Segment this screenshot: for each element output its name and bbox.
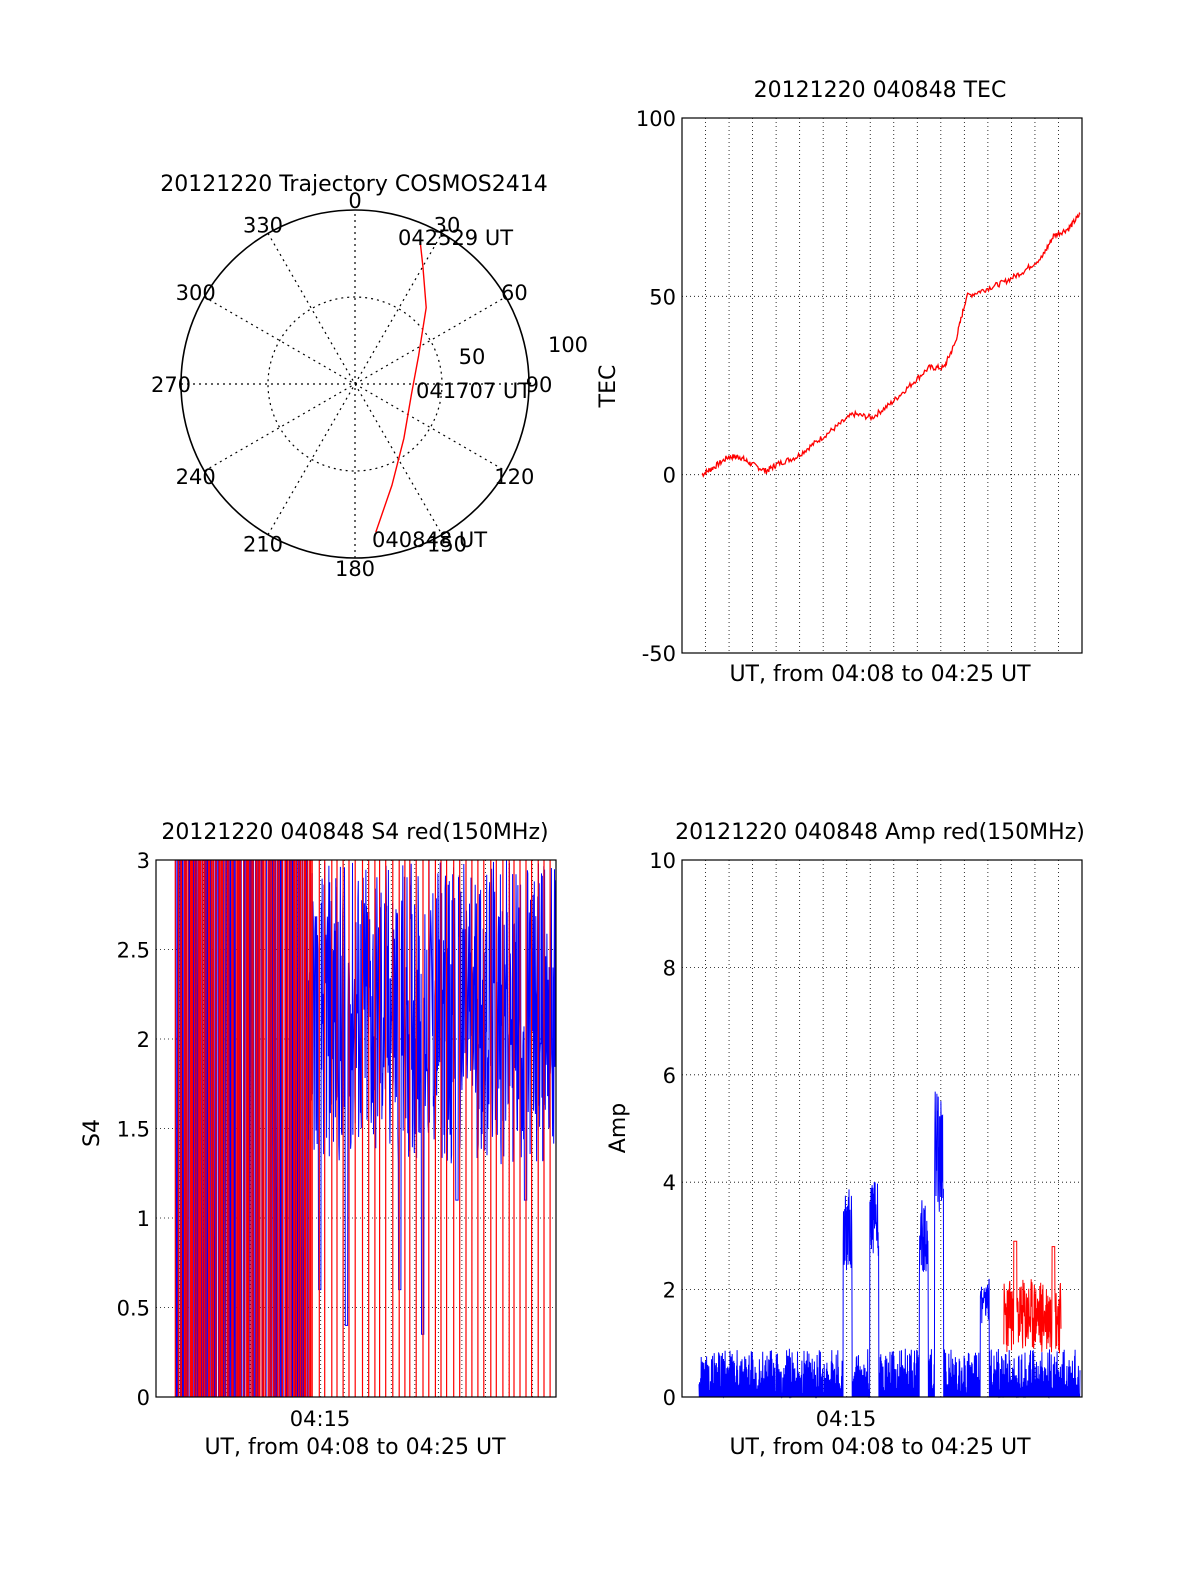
s4-xtick: 04:15 (290, 1407, 351, 1431)
y-tick-label: 4 (663, 1171, 676, 1195)
s4-title: 20121220 040848 S4 red(150MHz) (161, 820, 548, 845)
tec-ylabel: TEC (596, 365, 621, 409)
amp-title: 20121220 040848 Amp red(150MHz) (675, 820, 1085, 845)
polar-angle-label: 180 (335, 557, 375, 581)
y-tick-label: 2 (137, 1028, 150, 1052)
s4-y-ticks: 0 0.5 1 1.5 2 2.5 3 (117, 849, 150, 1410)
s4-frame (155, 859, 557, 1398)
polar-start-time: 040848 UT (372, 528, 487, 552)
tec-title: 20121220 040848 TEC (754, 78, 1007, 103)
polar-angle-label: 300 (176, 281, 216, 305)
y-tick-label: 8 (663, 956, 676, 980)
s4-chart: 20121220 040848 S4 red(150MHz) 0 0.5 1 1.5 2… (80, 820, 557, 1460)
amp-ylabel: Amp (606, 1103, 631, 1153)
amp-blue-series (698, 1091, 1081, 1399)
polar-angle-label: 210 (243, 532, 283, 556)
polar-angle-label: 120 (494, 465, 534, 489)
tec-chart: 20121220 040848 TEC -50 0 50 100 TEC UT, fr… (596, 78, 1083, 687)
polar-angle-label: 60 (501, 281, 528, 305)
amp-xtick: 04:15 (816, 1407, 877, 1431)
amp-frame (681, 859, 1083, 1398)
y-tick-label: 2 (663, 1279, 676, 1303)
amp-xlabel: UT, from 04:08 to 04:25 UT (729, 1435, 1031, 1460)
s4-red-series (174, 860, 551, 1397)
y-tick-label: 10 (649, 849, 676, 873)
polar-mid-time: 041707 UT (416, 379, 531, 403)
polar-angle-label: 0 (348, 189, 361, 213)
polar-angle-labels: 0 30 60 90 120 150 180 210 240 270 300 330 (151, 189, 552, 581)
tec-y-ticks: -50 0 50 100 (636, 107, 676, 666)
amp-chart: 20121220 040848 Amp red(150MHz) 0246810 … (606, 820, 1085, 1460)
polar-trajectory-line (375, 243, 427, 533)
polar-inner-circle (267, 296, 443, 472)
polar-angle-label: 30 (434, 214, 461, 238)
polar-radius-label-50: 50 (459, 345, 486, 369)
tec-grid (682, 118, 1082, 653)
s4-xlabel: UT, from 04:08 to 04:25 UT (204, 1435, 506, 1460)
y-tick-label: 0.5 (117, 1297, 150, 1321)
y-tick-label: 6 (663, 1064, 676, 1088)
y-tick-label: 0 (663, 464, 676, 488)
y-tick-label: 2.5 (117, 939, 150, 963)
tec-xlabel: UT, from 04:08 to 04:25 UT (729, 662, 1031, 687)
y-tick-label: -50 (642, 642, 676, 666)
polar-angle-label: 240 (176, 465, 216, 489)
polar-angle-label: 150 (427, 532, 467, 556)
tec-frame (681, 117, 1083, 654)
y-tick-label: 100 (636, 107, 676, 131)
amp-series (698, 1091, 1081, 1399)
polar-angle-label: 270 (151, 373, 191, 397)
polar-spoke (267, 233, 443, 535)
y-tick-label: 0 (663, 1386, 676, 1410)
polar-angle-label: 330 (243, 214, 283, 238)
tec-series-line (701, 211, 1081, 478)
polar-angle-label: 90 (526, 373, 553, 397)
s4-ylabel: S4 (80, 1119, 105, 1147)
polar-radius-label-100: 100 (548, 333, 588, 357)
amp-red-series (1003, 1240, 1062, 1354)
y-tick-label: 0 (137, 1386, 150, 1410)
y-tick-label: 3 (137, 849, 150, 873)
polar-chart: 20121220 Trajectory COSMOS2414 0 30 60 90 12… (151, 172, 588, 581)
s4-series (174, 859, 557, 1398)
polar-grid (180, 209, 530, 559)
y-tick-label: 50 (649, 285, 676, 309)
y-tick-label: 1.5 (117, 1118, 150, 1142)
polar-title: 20121220 Trajectory COSMOS2414 (160, 172, 547, 197)
amp-y-ticks: 0 2 4 6 8 10 (649, 849, 676, 1410)
y-tick-label: 1 (137, 1207, 150, 1231)
polar-end-time: 042529 UT (398, 226, 513, 250)
